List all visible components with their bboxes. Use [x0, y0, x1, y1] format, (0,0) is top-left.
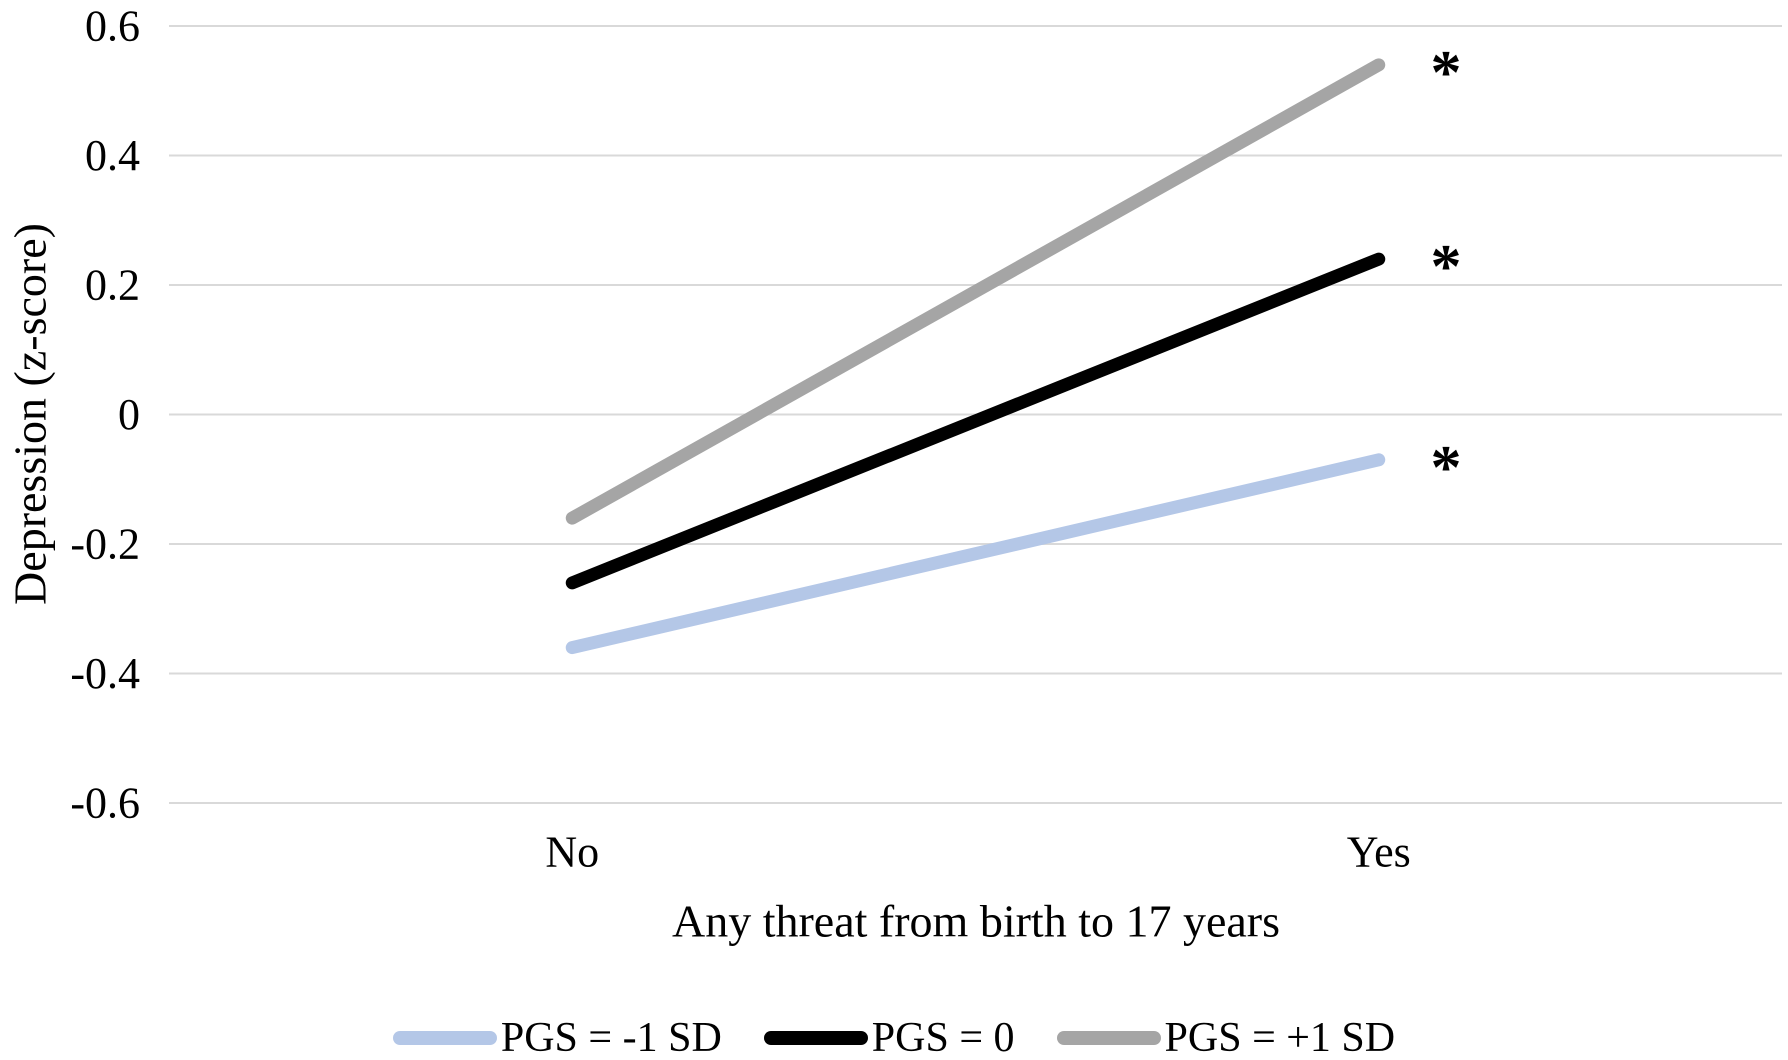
legend-item: PGS = +1 SD	[1056, 1014, 1396, 1060]
y-tick-labels-group: 0.6 0.4 0.2 0 -0.2 -0.4 -0.6	[70, 2, 140, 828]
y-tick-label: 0	[118, 390, 140, 439]
y-axis-title: Depression (z-score)	[5, 223, 56, 605]
y-tick-label: -0.4	[70, 649, 140, 698]
legend-swatch	[392, 1031, 497, 1045]
x-tick-label: No	[545, 828, 599, 877]
legend-label: PGS = -1 SD	[500, 1015, 722, 1060]
annotations-group: * * *	[1431, 39, 1462, 502]
series-line	[565, 252, 1386, 590]
series-lines-group	[565, 58, 1386, 655]
x-tick-labels-group: No Yes	[545, 828, 1410, 877]
x-axis-title: Any threat from birth to 17 years	[672, 896, 1280, 947]
legend-swatch	[763, 1031, 868, 1045]
series-line	[565, 453, 1386, 655]
significance-asterisk: *	[1431, 233, 1462, 301]
significance-asterisk: *	[1431, 39, 1462, 107]
y-tick-label: -0.2	[70, 520, 140, 569]
line-chart-canvas: 0.6 0.4 0.2 0 -0.2 -0.4 -0.6 * * * No Yes Depress…	[5, 2, 1782, 947]
legend-swatch	[1056, 1031, 1161, 1045]
x-tick-label: Yes	[1347, 828, 1411, 877]
y-tick-label: 0.4	[85, 131, 140, 180]
legend-label: PGS = +1 SD	[1164, 1015, 1396, 1060]
legend-item: PGS = -1 SD	[392, 1014, 722, 1060]
y-tick-label: 0.6	[85, 2, 140, 51]
significance-asterisk: *	[1431, 434, 1462, 502]
legend-item: PGS = 0	[763, 1014, 1015, 1060]
y-tick-label: -0.6	[70, 779, 140, 828]
y-tick-label: 0.2	[85, 261, 140, 310]
legend-label: PGS = 0	[871, 1015, 1015, 1060]
chart-legend: PGS = -1 SD PGS = 0 PGS = +1 SD	[0, 1006, 1788, 1060]
series-line	[565, 58, 1386, 525]
